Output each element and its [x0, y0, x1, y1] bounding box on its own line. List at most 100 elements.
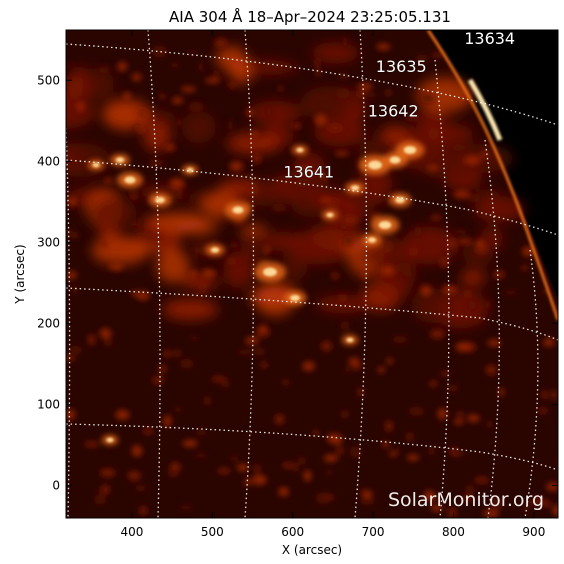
network-cell [446, 384, 459, 392]
plage-region [162, 298, 219, 321]
network-cell [340, 410, 350, 419]
network-cell [225, 259, 239, 264]
network-cell [325, 495, 336, 500]
network-cell [491, 497, 504, 510]
network-cell [134, 485, 147, 492]
network-cell [428, 445, 435, 456]
network-cell [172, 348, 183, 358]
network-cell [320, 173, 328, 179]
network-cell [357, 387, 364, 397]
network-cell [408, 406, 425, 416]
network-cell [430, 504, 443, 512]
network-cell [357, 82, 373, 91]
y-tick-label: 100 [37, 398, 60, 412]
network-cell [384, 420, 394, 433]
network-cell [323, 454, 339, 463]
network-cell [254, 463, 261, 474]
network-cell [169, 177, 185, 190]
network-cell [76, 102, 85, 112]
network-cell [537, 408, 549, 414]
network-cell [342, 214, 358, 226]
active-region-kernel [350, 185, 360, 191]
network-cell [349, 446, 362, 458]
network-cell [217, 467, 231, 475]
network-cell [195, 429, 208, 436]
network-cell [315, 492, 331, 504]
network-cell [259, 361, 269, 368]
plot-frame [65, 29, 559, 519]
network-cell [407, 431, 413, 442]
network-cell [447, 507, 458, 518]
region-label: 13634 [464, 29, 515, 48]
x-tick-label: 700 [362, 525, 385, 539]
network-cell [396, 262, 412, 272]
network-cell [342, 36, 348, 48]
network-cell [487, 339, 502, 347]
plage-region [136, 185, 187, 199]
plage-region [102, 99, 150, 130]
region-label: 13641 [283, 163, 334, 182]
network-cell [251, 130, 258, 137]
network-cell [252, 153, 262, 165]
plage-region [416, 77, 474, 113]
network-cell [136, 290, 150, 301]
network-cell [179, 505, 193, 510]
x-axis-label: X (arcsec) [282, 543, 342, 557]
network-cell [127, 470, 141, 481]
active-region-kernel [378, 220, 392, 230]
network-cell [466, 414, 480, 423]
plage-region [460, 270, 486, 286]
network-cell [278, 486, 289, 497]
plage-region [473, 196, 526, 222]
network-cell [543, 338, 555, 347]
network-cell [214, 37, 228, 49]
active-region-kernel [155, 196, 165, 204]
network-cell [330, 272, 340, 280]
network-cell [321, 197, 330, 203]
x-tick-label: 400 [120, 525, 143, 539]
network-cell [520, 265, 529, 271]
plage-region [316, 294, 371, 314]
network-cell [194, 246, 200, 255]
plage-region [240, 229, 272, 260]
network-cell [123, 91, 131, 101]
plage-region [156, 249, 190, 283]
network-cell [204, 77, 221, 84]
plage-region [66, 76, 91, 101]
network-cell [464, 155, 481, 165]
network-cell [291, 123, 302, 128]
plage-region [343, 94, 367, 112]
network-cell [148, 160, 165, 166]
active-region-kernel [263, 267, 277, 277]
plage-region [66, 94, 95, 129]
network-cell [102, 242, 108, 248]
network-cell [453, 418, 465, 425]
network-cell [542, 500, 552, 508]
network-cell [457, 238, 473, 245]
network-cell [66, 409, 76, 420]
plage-region [142, 117, 171, 152]
plage-region [314, 117, 366, 147]
y-tick-label: 400 [37, 154, 60, 168]
longitude-gridline [434, 59, 450, 518]
network-cell [66, 356, 76, 361]
network-cell [356, 91, 368, 98]
network-cell [338, 223, 347, 230]
network-cell [68, 196, 77, 207]
network-cell [295, 178, 311, 188]
network-cell [420, 92, 436, 104]
network-cell [504, 290, 518, 295]
network-cell [167, 469, 179, 478]
network-cell [476, 238, 484, 248]
network-cell [182, 439, 198, 448]
network-cell [203, 395, 212, 406]
active-region-kernel [115, 157, 125, 163]
network-cell [333, 433, 343, 446]
latitude-gridline [66, 159, 558, 236]
network-cell [253, 258, 269, 263]
network-cell [180, 86, 197, 93]
network-cell [430, 52, 445, 58]
network-cell [479, 150, 490, 160]
plage-region [90, 196, 137, 230]
